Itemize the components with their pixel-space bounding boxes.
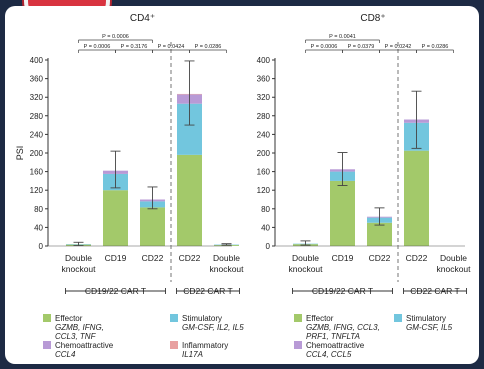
figure-panel: CD4⁺ PSI 0 40 80 120 160 200 240 280 320 360 400 P = …: [5, 6, 479, 364]
chart-1-y-tick-label: 160: [30, 168, 44, 177]
legend-genes: CCL3, TNF: [55, 332, 97, 341]
chart-1-category-label: CD19: [105, 253, 127, 263]
chart-2-y-tick-label: 120: [257, 186, 271, 195]
chart-1-y-tick-label: 200: [30, 149, 44, 158]
chart-1-category-label: CD22: [142, 253, 164, 263]
legend-genes: GM-CSF, IL5: [406, 323, 453, 332]
legend-label: Stimulatory: [182, 314, 222, 323]
legend-swatch-effector: [43, 314, 51, 322]
chart-2-y-tick-label: 280: [257, 112, 271, 121]
legend-label: Stimulatory: [406, 314, 446, 323]
chart-2-y-tick-label: 0: [266, 242, 271, 251]
chart-2-bar-effector: [330, 180, 355, 246]
chart-1-bar-effector: [214, 245, 239, 246]
legend-genes: GZMB, IFNG,: [55, 323, 104, 332]
chart-1-y-tick-label: 360: [30, 75, 44, 84]
chart-2-y-tick-label: 80: [261, 205, 270, 214]
chart-1-bar-effector: [140, 207, 165, 246]
chart-1-bar-effector: [177, 154, 202, 246]
legend-label: Chemoattractive: [55, 341, 114, 350]
chart-2-pvalue-label: P = 0.0041: [329, 34, 356, 40]
chart-2-category-label: knockout: [436, 264, 471, 274]
chart-2-group-label: CD19/22 CAR T: [312, 286, 373, 296]
chart-2-category-label: CD22: [406, 253, 428, 263]
chart-1-pvalue-label: P = 0.0006: [84, 44, 111, 50]
chart-1-category-label: Double: [65, 253, 92, 263]
chart-1-category-label: knockout: [209, 264, 244, 274]
legend-label: Inflammatory: [182, 341, 228, 350]
chart-2-category-label: CD22: [369, 253, 391, 263]
chart-1-category-label: knockout: [61, 264, 96, 274]
legend-swatch-chemoattractive: [43, 341, 51, 349]
chart-2-y-tick-label: 400: [257, 56, 271, 65]
chart-2-pvalue-label: P = 0.0242: [385, 44, 412, 50]
legend-swatch-stimulatory: [394, 314, 402, 322]
chart-2-bar-effector: [367, 222, 392, 246]
chart-1-y-tick-label: 80: [34, 205, 43, 214]
chart-1-y-tick-label: 280: [30, 112, 44, 121]
chart-1-y-tick-label: 40: [34, 223, 43, 232]
chart-1-ylabel: PSI: [15, 146, 25, 161]
chart-2-bar-effector: [404, 150, 429, 246]
legend-swatch-effector: [294, 314, 302, 322]
chart-1-y-tick-label: 240: [30, 130, 44, 139]
legend-swatch-chemoattractive: [294, 341, 302, 349]
chart-2-group-label: CD22 CAR T: [410, 286, 459, 296]
legend-genes: IL17A: [182, 350, 203, 359]
legend-genes: CCL4, CCL5: [306, 350, 352, 359]
legend-label: Effector: [55, 314, 83, 323]
chart-2-category-label: CD19: [332, 253, 354, 263]
chart-1-group-label: CD19/22 CAR T: [85, 286, 146, 296]
legend-label: Effector: [306, 314, 334, 323]
chart-2-category-label: Double: [440, 253, 467, 263]
legend-swatch-stimulatory: [170, 314, 178, 322]
chart-1-pvalue-label: P = 0.0424: [158, 44, 185, 50]
chart-2-title: CD8⁺: [360, 13, 385, 24]
chart-1-pvalue-label: P = 0.0286: [195, 44, 222, 50]
chart-2-pvalue-label: P = 0.0379: [348, 44, 375, 50]
chart-1-category-label: CD22: [179, 253, 201, 263]
chart-2-category-label: knockout: [288, 264, 323, 274]
chart-2-y-tick-label: 160: [257, 168, 271, 177]
chart-1-y-tick-label: 0: [39, 242, 44, 251]
legend-genes: GM-CSF, IL2, IL5: [182, 323, 244, 332]
legend-genes: GZMB, IFNG, CCL3,: [306, 323, 380, 332]
chart-2-y-tick-label: 360: [257, 75, 271, 84]
chart-2-category-label: Double: [292, 253, 319, 263]
chart-1-y-tick-label: 320: [30, 93, 44, 102]
chart-2-pvalue-label: P = 0.0286: [422, 44, 449, 50]
legend-genes: CCL4: [55, 350, 76, 359]
chart-1-group-label: CD22 CAR T: [183, 286, 232, 296]
chart-2-y-tick-label: 320: [257, 93, 271, 102]
chart-2-y-tick-label: 240: [257, 130, 271, 139]
chart-2-pvalue-label: P = 0.0006: [311, 44, 338, 50]
chart-1-title: CD4⁺: [130, 13, 155, 24]
legend-swatch-inflammatory: [170, 341, 178, 349]
chart-1-y-tick-label: 120: [30, 186, 44, 195]
chart-1-pvalue-label: P = 0.3176: [121, 44, 148, 50]
chart-1-category-label: Double: [213, 253, 240, 263]
legend-label: Chemoattractive: [306, 341, 365, 350]
chart-2-y-tick-label: 40: [261, 223, 270, 232]
legend-genes: PRF1, TNFLTA: [306, 332, 360, 341]
chart-1-bar-effector: [103, 190, 128, 246]
chart-1-pvalue-label: P = 0.0006: [102, 34, 129, 40]
chart-1-y-tick-label: 400: [30, 56, 44, 65]
chart-2-y-tick-label: 200: [257, 149, 271, 158]
